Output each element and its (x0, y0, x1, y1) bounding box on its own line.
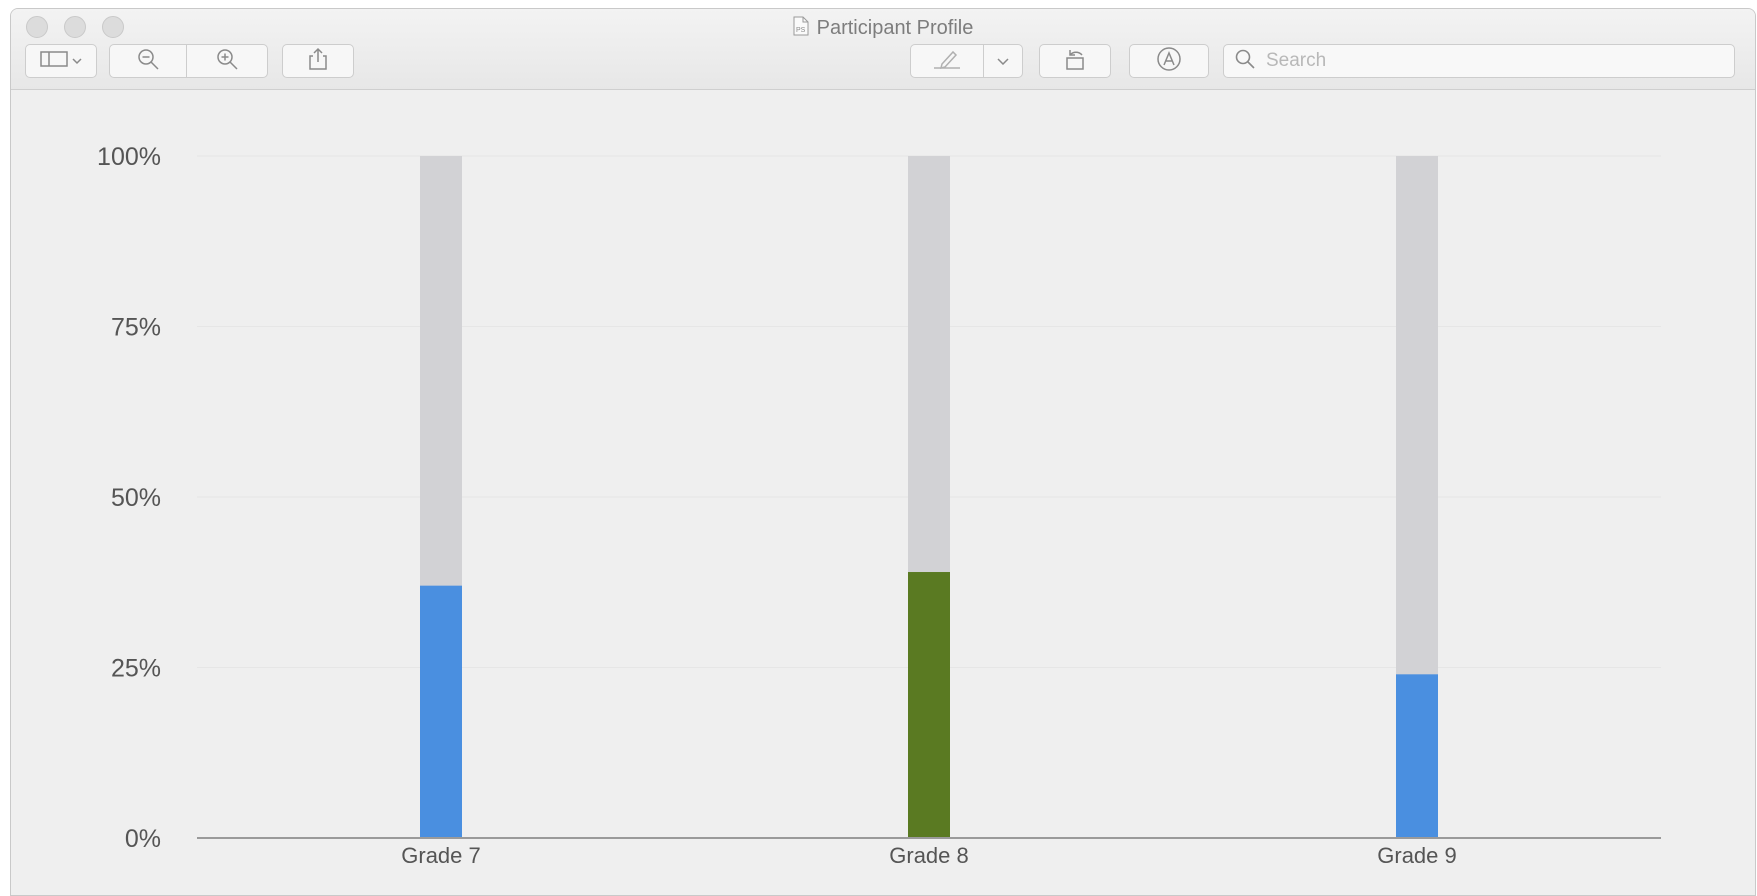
share-icon (307, 47, 329, 76)
zoom-out-button[interactable] (109, 44, 187, 78)
annotate-icon (1156, 46, 1182, 77)
y-tick-label: 75% (111, 314, 161, 342)
bar-chart: 0% 25% 50% 75% 100% Grade 7 Grade 8 Grade 9 (97, 143, 1661, 868)
title-bar: PS Participant Profile (11, 9, 1755, 90)
svg-text:PS: PS (796, 27, 806, 34)
zoom-out-icon (136, 47, 160, 76)
y-tick-label: 100% (97, 143, 161, 171)
document-icon: PS (793, 16, 809, 41)
search-icon (1234, 48, 1256, 75)
search-field[interactable] (1223, 44, 1735, 78)
chevron-down-icon (997, 52, 1009, 70)
rotate-button[interactable] (1039, 44, 1111, 78)
chevron-down-icon (72, 52, 82, 70)
sidebar-icon (40, 50, 68, 72)
markup-button[interactable] (910, 44, 984, 78)
window-title: PS Participant Profile (11, 13, 1755, 43)
x-tick-label: Grade 9 (1377, 843, 1457, 868)
y-tick-label: 50% (111, 484, 161, 512)
close-window-button[interactable] (26, 16, 48, 38)
preview-window: PS Participant Profile (10, 8, 1756, 896)
minimize-window-button[interactable] (64, 16, 86, 38)
bar (908, 572, 950, 838)
rotate-icon (1061, 47, 1089, 76)
window-title-text: Participant Profile (816, 16, 974, 39)
bar (1396, 674, 1438, 838)
zoom-in-button[interactable] (186, 44, 268, 78)
search-input[interactable] (1264, 49, 1708, 73)
bar (420, 585, 462, 838)
x-tick-label: Grade 8 (889, 843, 969, 868)
y-tick-label: 25% (111, 655, 161, 683)
share-button[interactable] (282, 44, 354, 78)
x-tick-label: Grade 7 (401, 843, 481, 868)
markup-menu-button[interactable] (983, 44, 1023, 78)
annotate-button[interactable] (1129, 44, 1209, 78)
zoom-in-icon (215, 47, 239, 76)
y-tick-label: 0% (125, 825, 161, 853)
markup-pen-icon (930, 48, 964, 75)
zoom-window-button[interactable] (102, 16, 124, 38)
sidebar-toggle-button[interactable] (25, 44, 97, 78)
